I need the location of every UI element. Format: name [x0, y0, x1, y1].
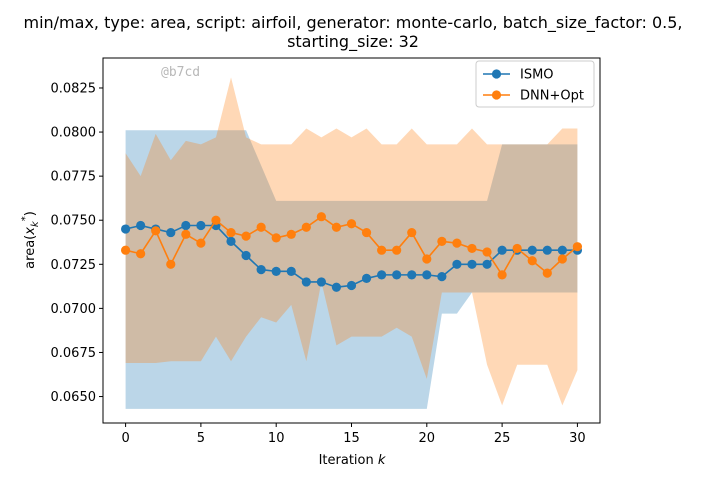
point-dnn-opt [196, 238, 206, 248]
x-tick-label: 10 [268, 431, 285, 446]
point-ismo [316, 277, 326, 287]
point-ismo [120, 224, 131, 234]
point-ismo [377, 270, 387, 280]
y-tick-label: 0.0800 [51, 126, 97, 141]
point-dnn-opt [256, 222, 266, 232]
point-ismo [497, 245, 507, 255]
point-dnn-opt [482, 247, 492, 257]
legend: ISMO DNN+Opt [475, 60, 595, 108]
point-dnn-opt [497, 270, 507, 280]
point-ismo [331, 282, 342, 292]
point-dnn-opt [241, 231, 251, 241]
point-ismo [256, 264, 266, 275]
point-dnn-opt [392, 245, 402, 255]
point-ismo [286, 266, 296, 276]
point-dnn-opt [527, 256, 537, 266]
x-axis-label: Iteration k [319, 453, 386, 468]
x-tick-label: 0 [121, 431, 129, 446]
x-axis: 0 5 10 15 20 25 30 [121, 423, 586, 446]
point-ismo [226, 236, 236, 246]
y-axis-label: area(xk*) [20, 211, 41, 269]
point-ismo [542, 245, 552, 255]
point-dnn-opt [316, 212, 326, 222]
band-ismo [125, 130, 578, 409]
point-dnn-opt [151, 226, 161, 236]
y-tick-label: 0.0650 [51, 390, 97, 405]
point-ismo [136, 220, 146, 231]
chart-title-line1: min/max, type: area, script: airfoil, ge… [23, 13, 682, 33]
point-ismo [392, 270, 402, 280]
point-dnn-opt [467, 243, 477, 254]
x-tick-label: 30 [569, 431, 586, 446]
point-dnn-opt [286, 229, 296, 239]
point-dnn-opt [226, 227, 236, 238]
point-ismo [271, 266, 281, 276]
y-tick-label: 0.0725 [51, 258, 97, 273]
band-dnn-opt [125, 77, 578, 406]
point-dnn-opt [346, 219, 357, 229]
point-dnn-opt [422, 254, 432, 264]
point-ismo [166, 227, 176, 238]
point-ismo [361, 273, 372, 284]
legend-marker-ismo [491, 69, 502, 79]
point-dnn-opt [331, 222, 342, 232]
legend-label-dnn-opt: DNN+Opt [520, 89, 584, 104]
point-ismo [437, 272, 447, 282]
watermark: @b7cd [161, 65, 200, 80]
y-tick-label: 0.0775 [51, 170, 97, 185]
point-ismo [467, 259, 477, 269]
x-tick-label: 20 [419, 431, 436, 446]
point-dnn-opt [181, 229, 191, 239]
chart-title-line2: starting_size: 32 [287, 32, 419, 52]
point-dnn-opt [557, 254, 567, 264]
point-ismo [301, 277, 311, 287]
point-dnn-opt [542, 268, 552, 278]
x-tick-label: 15 [343, 431, 360, 446]
legend-marker-dnn-opt [491, 90, 502, 100]
point-dnn-opt [301, 222, 311, 232]
point-dnn-opt [437, 236, 447, 246]
legend-label-ismo: ISMO [520, 68, 554, 83]
point-dnn-opt [211, 215, 221, 225]
point-dnn-opt [572, 242, 583, 252]
point-dnn-opt [271, 233, 281, 243]
point-dnn-opt [120, 245, 131, 255]
point-dnn-opt [166, 259, 176, 269]
y-axis: 0.0650 0.0675 0.0700 0.0725 0.0750 0.0775 0.08… [51, 81, 103, 405]
band-layer [125, 77, 578, 409]
x-tick-label: 25 [494, 431, 511, 446]
point-dnn-opt [361, 227, 372, 238]
point-ismo [452, 259, 462, 269]
point-ismo [181, 220, 191, 231]
point-ismo [422, 270, 432, 280]
y-tick-label: 0.0750 [51, 214, 97, 229]
x-tick-label: 5 [197, 431, 205, 446]
point-ismo [557, 245, 567, 255]
point-ismo [482, 259, 492, 269]
point-ismo [346, 280, 357, 291]
series-layer [120, 212, 583, 292]
point-dnn-opt [452, 238, 462, 248]
point-ismo [527, 245, 537, 255]
point-dnn-opt [512, 243, 522, 254]
y-tick-label: 0.0700 [51, 302, 97, 317]
point-dnn-opt [377, 245, 387, 255]
y-tick-label: 0.0825 [51, 81, 97, 96]
point-ismo [407, 270, 417, 280]
point-ismo [196, 220, 206, 231]
point-ismo [241, 250, 251, 261]
y-tick-label: 0.0675 [51, 346, 97, 361]
point-dnn-opt [136, 249, 146, 259]
point-dnn-opt [407, 227, 417, 238]
